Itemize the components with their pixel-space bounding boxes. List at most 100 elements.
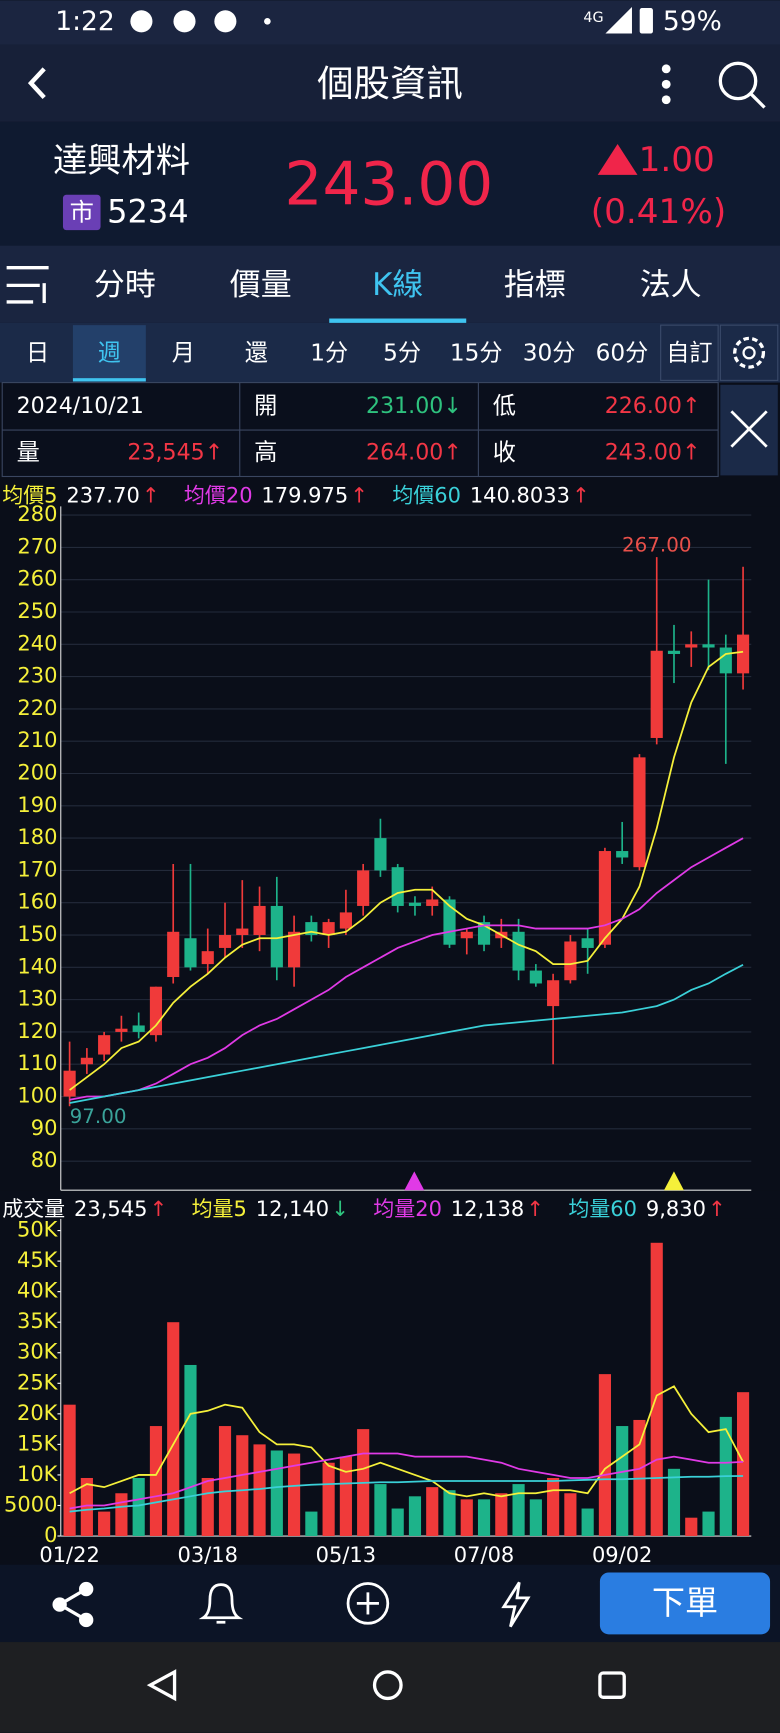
min-label: 97.00	[70, 1105, 127, 1128]
nav-home[interactable]	[372, 1670, 403, 1701]
y-tick-label: 170	[17, 857, 57, 881]
y-tick-label: 50K	[17, 1218, 59, 1242]
quote-label: 收	[493, 439, 516, 466]
y-tick-label: 35K	[17, 1309, 59, 1333]
plot-bg	[0, 1218, 780, 1537]
legend-item: 9,830	[646, 1197, 706, 1221]
tab[interactable]: 價量	[230, 267, 292, 303]
tab[interactable]: K線	[372, 267, 423, 303]
volume-bar	[598, 1374, 611, 1537]
period-tab[interactable]: 30分	[523, 339, 576, 366]
order-button[interactable]	[599, 1572, 771, 1635]
volume-bar	[547, 1477, 560, 1537]
period-tab[interactable]: 5分	[383, 339, 421, 366]
volume-bar	[322, 1462, 335, 1537]
period-indicator	[72, 378, 146, 382]
candle-body	[236, 928, 249, 936]
y-tick-label: 20K	[17, 1401, 59, 1425]
y-tick-label: 230	[17, 664, 57, 688]
volume-bar	[512, 1484, 525, 1537]
quote-value: 23,545↑	[127, 439, 223, 465]
candle-body	[633, 757, 646, 868]
candle-body	[702, 644, 715, 648]
volume-bar	[391, 1508, 404, 1537]
candle-body	[512, 931, 525, 971]
tab[interactable]: 分時	[94, 267, 156, 303]
nav-recent[interactable]	[598, 1671, 626, 1699]
candle-body	[132, 1025, 145, 1032]
period-tab[interactable]: 月	[172, 339, 195, 366]
candle-body	[322, 922, 335, 936]
volume-bar	[167, 1322, 180, 1537]
legend-item: ↑	[150, 1197, 168, 1221]
y-tick-label: 220	[17, 696, 57, 720]
stock-name: 達興材料	[53, 141, 190, 181]
period-tab[interactable]: 自訂	[666, 339, 712, 366]
add-button[interactable]	[346, 1582, 390, 1625]
legend: 均價5 237.70 ↑ 均價20 179.975 ↑ 均價60 140.8033 ↑	[2, 483, 590, 507]
tab[interactable]: 法人	[640, 267, 702, 303]
y-tick-label: 180	[17, 825, 57, 849]
y-tick-label: 110	[17, 1051, 57, 1075]
volume-bar	[218, 1426, 232, 1537]
candle-body	[581, 938, 594, 948]
y-tick-label: 45K	[17, 1248, 59, 1272]
period-tab[interactable]: 週	[98, 339, 121, 366]
ma-line	[69, 1475, 744, 1513]
volume-bar	[374, 1484, 387, 1537]
tab-menu-icon[interactable]	[6, 266, 49, 304]
ma-line	[69, 963, 744, 1104]
period-tab[interactable]: 15分	[450, 339, 503, 366]
candle-body	[374, 838, 387, 871]
period-tab[interactable]: 日	[26, 339, 49, 366]
legend-item: ↑	[142, 483, 160, 507]
y-tick-label: 280	[17, 502, 57, 526]
legend-item: 12,138	[451, 1197, 524, 1221]
quick-button[interactable]	[501, 1581, 531, 1628]
candle-body	[115, 1028, 128, 1032]
y-tick-label: 210	[17, 728, 57, 752]
x-tick-label: 09/02	[592, 1543, 652, 1567]
back-button[interactable]	[27, 67, 46, 100]
period-tab[interactable]: 還	[245, 339, 268, 366]
search-button[interactable]	[718, 61, 766, 109]
period-tab[interactable]: 1分	[310, 339, 348, 366]
max-label: 267.00	[622, 534, 692, 557]
tab[interactable]: 指標	[504, 267, 566, 303]
share-button[interactable]	[52, 1581, 94, 1628]
up-triangle	[597, 143, 638, 175]
volume-bar	[426, 1487, 439, 1537]
volume-bar	[685, 1517, 698, 1537]
y-tick-label: 200	[17, 761, 57, 785]
settings-button[interactable]	[719, 324, 779, 381]
more-button[interactable]	[661, 64, 671, 105]
volume-bar	[616, 1426, 629, 1537]
candle-body	[80, 1057, 93, 1065]
volume-bar	[529, 1499, 542, 1537]
legend-item: 均價5	[2, 483, 57, 507]
candle-body	[270, 905, 283, 968]
legend-item: 均量20	[373, 1197, 442, 1221]
quote-value: 226.00↑	[605, 393, 701, 419]
volume-bar	[736, 1392, 750, 1537]
legend-item: 140.8033	[470, 483, 570, 507]
candle-body	[253, 905, 266, 936]
y-tick-label: 15K	[17, 1431, 59, 1455]
status-icon	[173, 10, 196, 33]
volume-bar	[339, 1456, 352, 1537]
candle-body	[443, 899, 456, 945]
alert-button[interactable]	[198, 1583, 244, 1624]
volume-bar	[650, 1242, 663, 1537]
status-time: 1:22	[55, 6, 115, 37]
x-tick-label: 01/22	[39, 1543, 99, 1567]
candle-body	[685, 644, 698, 648]
plot-bg	[0, 506, 780, 1191]
legend-item: 成交量	[2, 1197, 65, 1221]
ma-line	[69, 837, 744, 1101]
period-tab[interactable]: 60分	[596, 339, 649, 366]
candle-body	[201, 951, 214, 965]
candle-body	[547, 980, 560, 1007]
legend: 成交量 23,545 ↑ 均量5 12,140 ↓ 均量20 12,138 ↑ 均量60 9,830…	[2, 1197, 726, 1221]
nav-back[interactable]	[146, 1669, 177, 1702]
y-tick-label: 150	[17, 922, 57, 946]
